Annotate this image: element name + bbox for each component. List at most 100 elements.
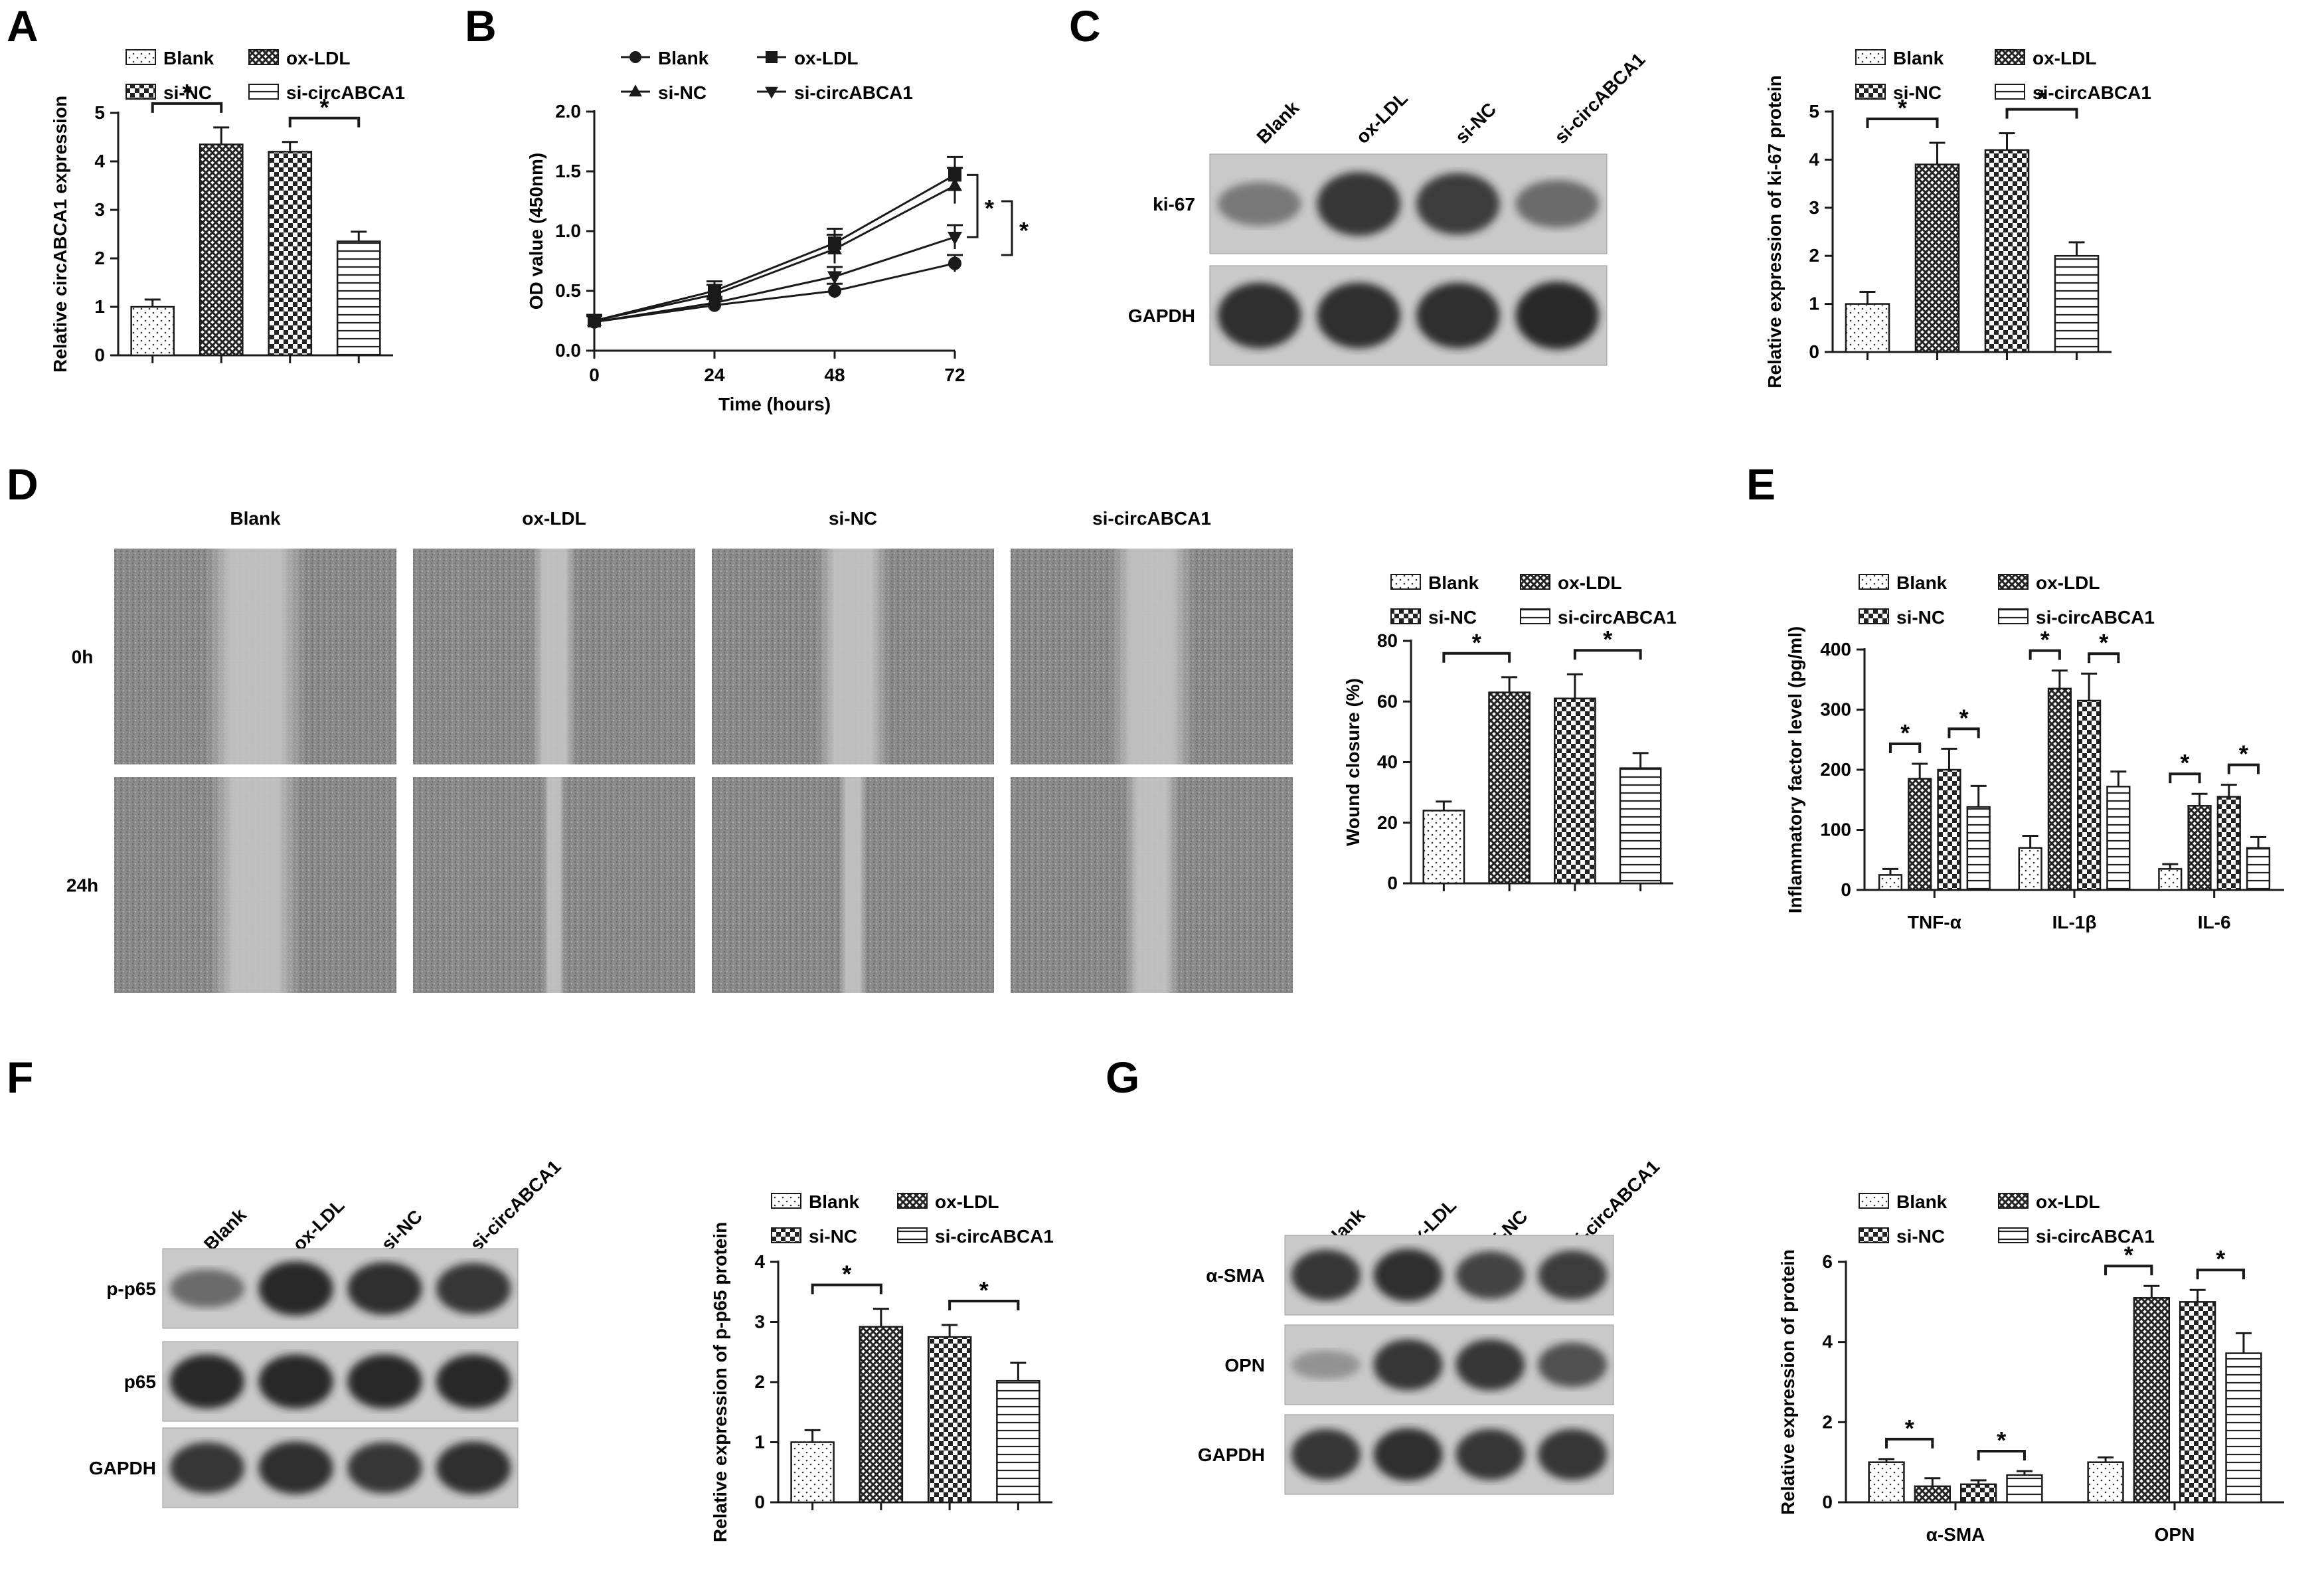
legend-label-G-1: ox-LDL	[2036, 1191, 2100, 1212]
y-tick-label-D-4: 80	[1377, 630, 1398, 651]
sig-bracket-E-2-0	[2169, 772, 2201, 784]
legend-label-F-2: si-NC	[809, 1226, 857, 1247]
y-tick-label-C-4: 4	[1809, 149, 1819, 169]
legend-swatch-G-3	[1998, 1227, 2029, 1243]
blot-band-F-2-2	[347, 1442, 422, 1494]
y-axis-label-C: Relative expression of ki-67 protein	[1764, 75, 1785, 389]
legend-label-C-0: Blank	[1893, 48, 1944, 68]
scratch-gap-0-2	[816, 549, 890, 764]
legend-swatch-E-0	[1859, 574, 1889, 590]
y-axis-label-A: Relative circABCA1 expression	[50, 96, 70, 373]
blot-row-label-F-0: p-p65	[106, 1278, 156, 1299]
blot-band-G-2-1	[1373, 1428, 1443, 1481]
legend-label-D-3: si-circABCA1	[1558, 607, 1677, 628]
sig-star-C-0: *	[1898, 94, 1907, 122]
lane-label-C-3: si-circABCA1	[1550, 49, 1649, 147]
point-B-3-3	[948, 232, 962, 245]
legend-marker-B-1	[766, 51, 778, 63]
legend-marker-B-2	[629, 84, 642, 97]
legend-label-E-0: Blank	[1896, 572, 1948, 593]
sig-star-A-0: *	[182, 79, 191, 106]
sig-star-G-1-1: *	[2216, 1245, 2225, 1273]
bar-A-2	[268, 151, 313, 357]
legend-swatch-A-2	[125, 84, 156, 100]
scratch-gap-0-3	[1109, 549, 1195, 764]
x-tick-label-E-0: TNF-α	[1908, 912, 1961, 932]
blot-band-F-1-2	[347, 1354, 422, 1409]
y-tick-label-B-3: 1.5	[555, 161, 581, 181]
scratch-gap-1-0	[210, 777, 301, 993]
bar-C-3	[2054, 254, 2100, 353]
blot-band-G-0-2	[1455, 1251, 1525, 1299]
scratch-row-label-1: 24h	[66, 875, 98, 896]
legend-swatch-F-1	[897, 1193, 928, 1209]
legend-swatch-D-0	[1390, 574, 1421, 590]
x-tick-label-B-1: 24	[704, 365, 725, 385]
legend-swatch-D-2	[1390, 608, 1421, 624]
sig-star-E-0-1: *	[1959, 704, 1969, 731]
bar-E-2-2	[2216, 796, 2241, 891]
chart-A: Blank ox-LDL si-NC si-circABCA1 0 1 2 3 4 5 Relati…	[50, 48, 405, 373]
y-tick-label-E-3: 300	[1820, 699, 1851, 720]
y-tick-label-E-4: 400	[1820, 639, 1851, 659]
legend-label-E-1: ox-LDL	[2036, 572, 2100, 593]
legend-label-D-0: Blank	[1428, 572, 1479, 593]
scratch-row-label-0: 0h	[72, 647, 94, 667]
blot-band-G-1-0	[1291, 1350, 1361, 1379]
legend-label-D-2: si-NC	[1428, 607, 1477, 628]
point-B-0-2	[828, 284, 841, 298]
y-tick-label-D-3: 60	[1377, 691, 1398, 711]
legend-swatch-C-2	[1855, 84, 1886, 100]
legend-label-A-2: si-NC	[163, 82, 212, 103]
bar-E-2-3	[2246, 847, 2271, 891]
bar-C-0	[1845, 303, 1890, 353]
scratch-col-label-0: Blank	[230, 508, 281, 529]
y-tick-label-D-1: 20	[1377, 812, 1398, 833]
sig-bracket-D-0	[1442, 652, 1511, 663]
point-B-0-3	[948, 256, 961, 270]
bar-G-0-1	[1914, 1485, 1951, 1504]
legend-swatch-F-0	[771, 1193, 801, 1209]
scratch-gap-0-0	[205, 549, 306, 764]
point-B-3-2	[827, 271, 842, 285]
scratch-gap-1-1	[542, 777, 566, 993]
y-tick-label-F-1: 1	[754, 1432, 765, 1452]
sig-star-F-1: *	[979, 1276, 989, 1304]
blot-G: Blank ox-LDL si-NC si-circABCA1α-SMAOPNGAPD…	[1198, 1156, 1663, 1495]
sig-star-A-1: *	[319, 94, 329, 121]
scratch-col-label-1: ox-LDL	[522, 508, 586, 529]
blot-band-C-0-1	[1317, 172, 1401, 236]
legend-swatch-F-3	[897, 1227, 928, 1243]
legend-label-C-1: ox-LDL	[2033, 48, 2096, 68]
sig-bracket-E-0-0	[1888, 742, 1922, 753]
y-tick-label-A-2: 2	[94, 248, 105, 268]
bar-E-0-1	[1908, 778, 1932, 891]
legend-label-G-3: si-circABCA1	[2036, 1226, 2155, 1247]
legend-label-G-0: Blank	[1896, 1191, 1948, 1212]
sig-bracket-E-1-1	[2088, 652, 2120, 663]
western-blots: Blank ox-LDL si-NC si-circABCA1ki-67GAPDHBl…	[89, 49, 1663, 1508]
legend-swatch-E-2	[1859, 608, 1889, 624]
legend-label-A-3: si-circABCA1	[286, 82, 405, 103]
sig-star-E-0-0: *	[1900, 719, 1910, 747]
sig-bracket-E-1-0	[2029, 649, 2061, 660]
blot-band-F-1-0	[169, 1354, 245, 1409]
legend-swatch-C-1	[1995, 49, 2025, 65]
legend-label-E-3: si-circABCA1	[2036, 607, 2155, 628]
bar-C-2	[1984, 149, 2030, 353]
y-tick-label-F-2: 2	[754, 1371, 765, 1392]
bar-F-3	[996, 1379, 1040, 1504]
scratch-gap-1-2	[839, 777, 867, 993]
lane-label-F-3: si-circABCA1	[466, 1156, 564, 1255]
point-B-2-3	[948, 177, 962, 191]
point-B-2-2	[827, 241, 842, 254]
chart-B: Blank ox-LDL si-NC si-circABCA1 0.0 0.5 1.0 1.5…	[526, 48, 1029, 414]
blot-band-C-0-2	[1416, 173, 1500, 235]
legend-swatch-G-2	[1859, 1227, 1889, 1243]
blot-band-F-0-2	[347, 1262, 422, 1315]
series-line-B-2	[594, 185, 955, 322]
sig-bracket-G-0-1	[1977, 1449, 2026, 1460]
blot-band-F-2-0	[169, 1442, 245, 1494]
y-tick-label-C-0: 0	[1809, 341, 1819, 362]
y-tick-label-F-3: 3	[754, 1312, 765, 1332]
